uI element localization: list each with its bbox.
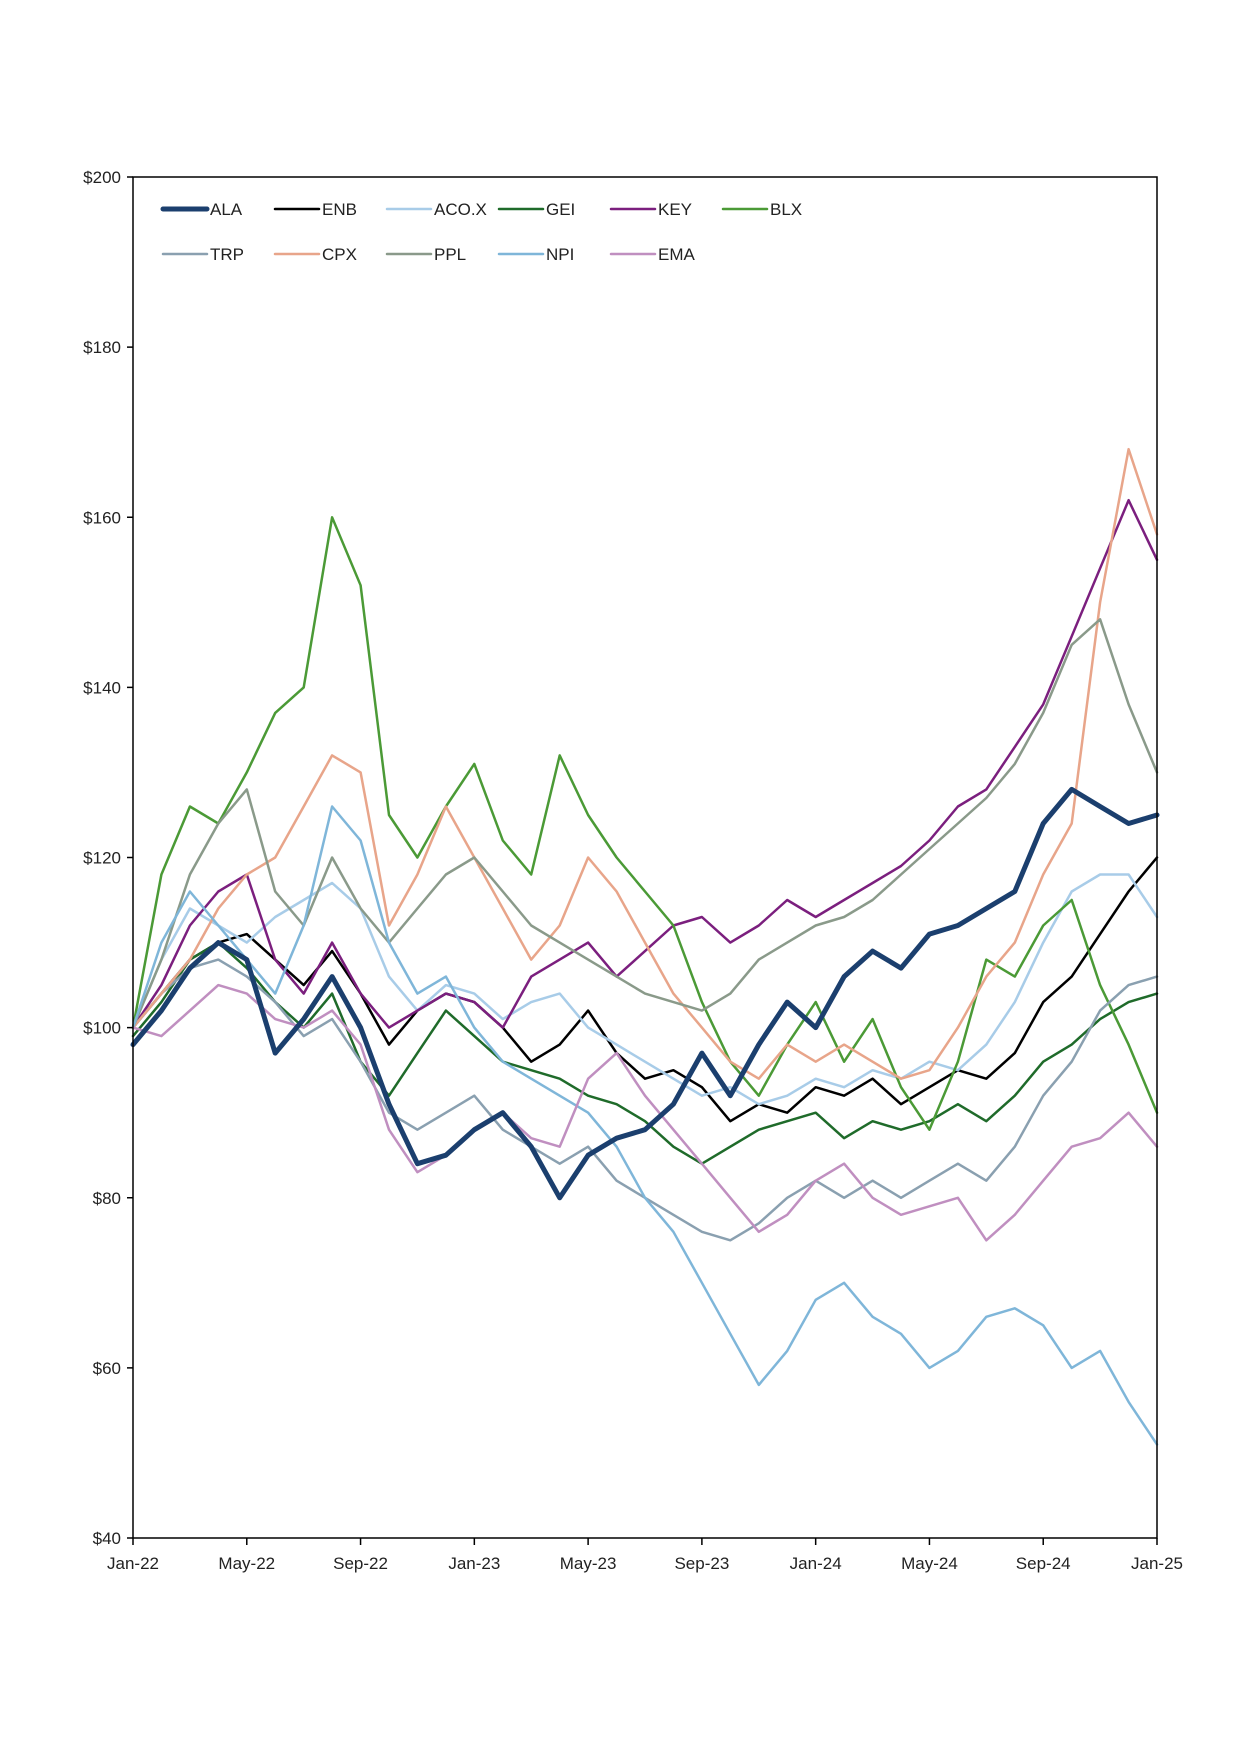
- legend-label-blx: BLX: [770, 200, 802, 219]
- y-tick-label: $80: [93, 1189, 121, 1208]
- y-tick-label: $200: [83, 168, 121, 187]
- x-tick-label: May-24: [901, 1554, 958, 1573]
- y-tick-label: $60: [93, 1359, 121, 1378]
- legend: ALA ENB ACO.X GEI KEY BLX TRP CPX PPL NPI EMA: [160, 200, 802, 264]
- x-tick-label: Jan-24: [790, 1554, 842, 1573]
- series-line-aco-x: [131, 873, 1159, 1106]
- legend-label-aco-x: ACO.X: [434, 200, 487, 219]
- x-tick-label: Jan-23: [448, 1554, 500, 1573]
- legend-label-ema: EMA: [658, 245, 696, 264]
- x-tick-label: Sep-23: [674, 1554, 729, 1573]
- series-line-enb: [131, 856, 1159, 1123]
- legend-label-trp: TRP: [210, 245, 244, 264]
- x-tick-label: Sep-24: [1016, 1554, 1071, 1573]
- y-tick-label: $120: [83, 849, 121, 868]
- series-line-ema: [131, 983, 1159, 1242]
- series-line-blx: [131, 516, 1159, 1131]
- x-tick-label: Sep-22: [333, 1554, 388, 1573]
- x-axis: Jan-22 May-22 Sep-22 Jan-23 May-23 Sep-23 Jan-…: [107, 1538, 1183, 1573]
- x-tick-label: May-22: [218, 1554, 275, 1573]
- legend-label-ala: ALA: [210, 200, 243, 219]
- legend-label-ppl: PPL: [434, 245, 466, 264]
- x-tick-label: Jan-25: [1131, 1554, 1183, 1573]
- series-layer: [130, 447, 1160, 1446]
- legend-label-npi: NPI: [546, 245, 574, 264]
- y-tick-label: $100: [83, 1019, 121, 1038]
- y-tick-label: $140: [83, 678, 121, 697]
- legend-label-cpx: CPX: [322, 245, 357, 264]
- legend-label-gei: GEI: [546, 200, 575, 219]
- legend-label-key: KEY: [658, 200, 692, 219]
- plot-frame: [132, 176, 1158, 1539]
- series-line-key: [131, 498, 1159, 1029]
- y-tick-label: $180: [83, 338, 121, 357]
- y-tick-label: $160: [83, 508, 121, 527]
- x-tick-label: May-23: [560, 1554, 617, 1573]
- y-tick-label: $40: [93, 1529, 121, 1548]
- series-line-npi: [131, 805, 1159, 1446]
- series-line-ala: [130, 786, 1160, 1201]
- legend-label-enb: ENB: [322, 200, 357, 219]
- series-line-cpx: [131, 447, 1159, 1080]
- y-axis: $40 $60 $80 $100 $120 $140 $160 $180 $200: [83, 168, 133, 1548]
- x-tick-label: Jan-22: [107, 1554, 159, 1573]
